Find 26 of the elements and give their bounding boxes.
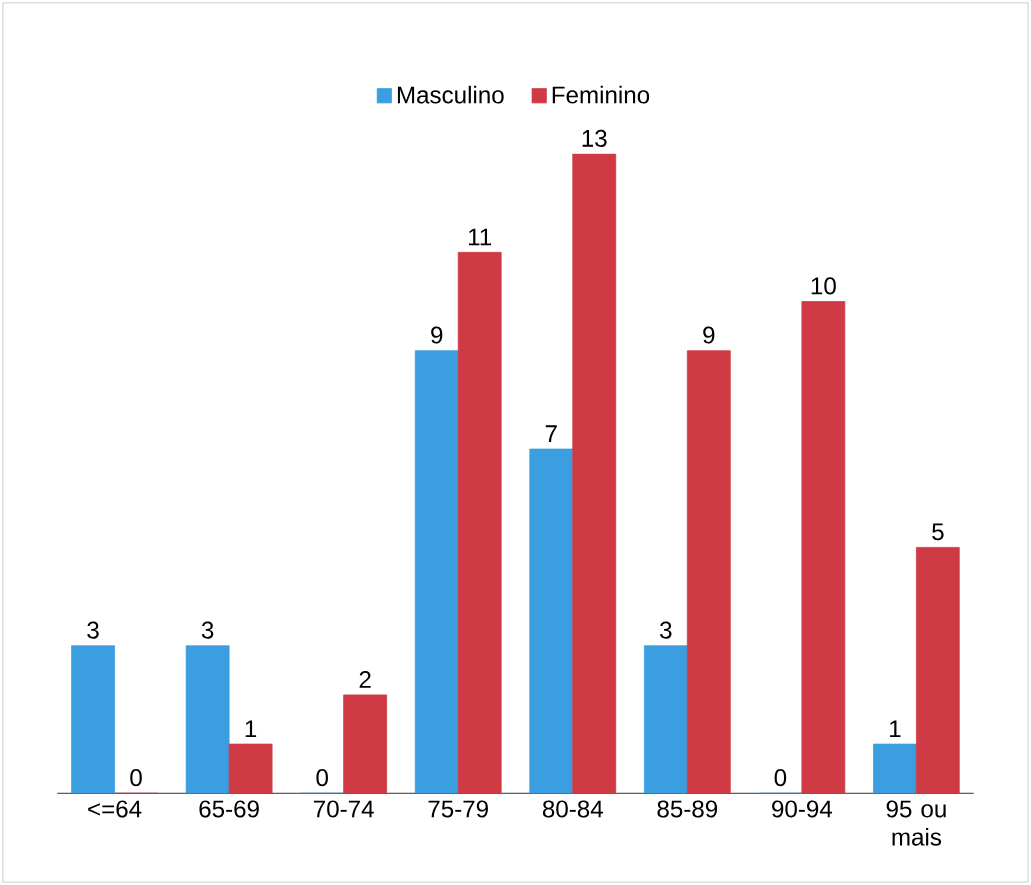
data-label: 11 [468,228,492,246]
data-label: 7 [545,425,557,442]
data-label: 13 [582,129,607,147]
data-label: 9 [703,326,715,344]
legend-label: Masculino [397,85,504,104]
x-tick-label: 80-84 [542,800,603,818]
data-label: 2 [359,670,371,688]
x-tick-label: 75-79 [428,800,488,818]
x-tick-label: 85-89 [657,800,718,818]
x-tick-label: <=64 [88,800,142,818]
x-tick-label: 65-69 [199,800,259,818]
data-label: 0 [774,769,787,787]
data-label: 0 [130,769,142,787]
x-tick-label: 70-74 [314,800,374,818]
data-label: 3 [87,621,99,639]
x-tick-label: 95 ou mais [886,800,946,846]
data-label: 1 [890,720,901,738]
x-tick-label: 90-94 [772,800,833,818]
data-label: 3 [201,621,214,639]
data-label: 1 [245,720,257,738]
data-label: 0 [316,769,328,787]
data-label: 9 [431,326,443,344]
legend-label: Feminino [552,85,650,104]
data-label: 10 [811,277,836,295]
data-label: 3 [660,621,672,639]
data-label: 5 [932,523,944,541]
